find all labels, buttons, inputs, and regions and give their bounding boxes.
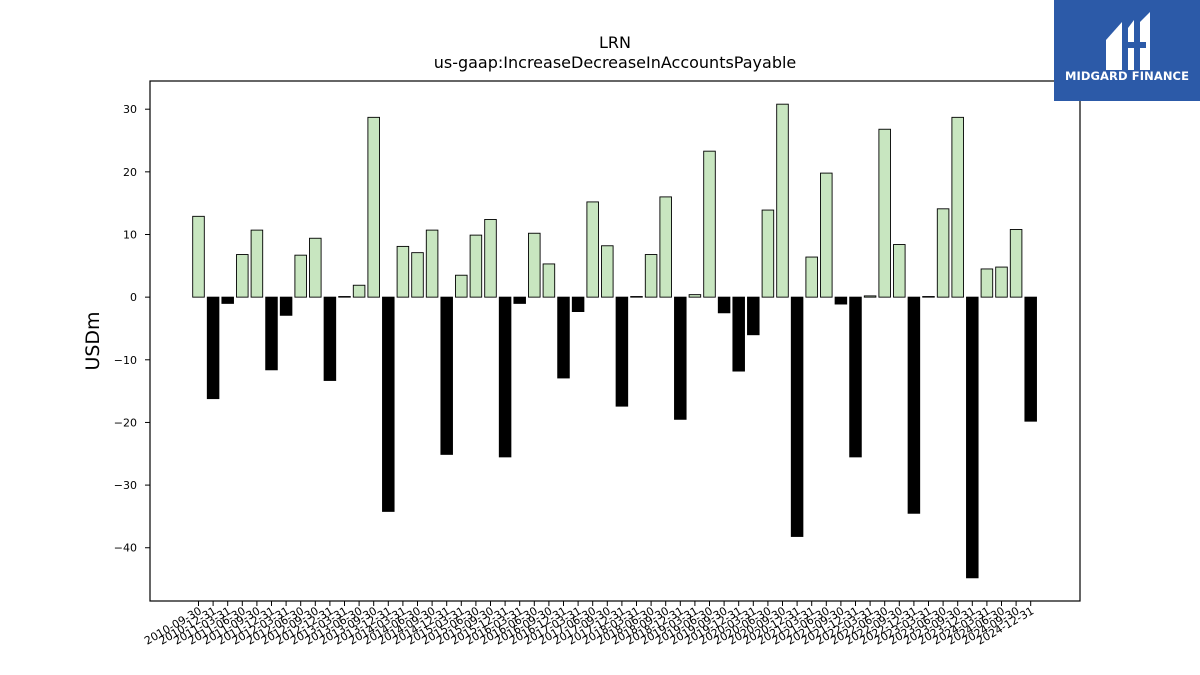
brand-name: MIDGARD FINANCE [1064,69,1190,83]
bar-2022-12-31 [907,296,921,514]
bar-2015-12-31 [498,296,512,458]
x-axis: 2010-09-302010-12-312011-03-312011-06-30… [142,601,1036,648]
bar-2017-03-31 [571,296,585,313]
bar-2011-06-30 [236,254,249,298]
y-tick-label: −10 [114,354,137,367]
bars-group [192,103,1037,579]
y-tick-label: 0 [130,291,137,304]
mh-monogram-logo-icon [1106,12,1150,70]
bar-2013-03-31 [338,296,351,298]
bar-2018-03-31 [630,296,643,298]
bar-2021-12-31 [849,296,862,458]
bar-2023-09-30 [951,116,964,298]
chart-title: LRN [599,33,631,52]
bar-2016-12-31 [557,296,570,379]
bar-2011-12-31 [265,296,278,371]
bar-2016-09-30 [542,263,556,298]
bar-2015-03-31 [455,274,468,298]
bar-2022-06-30 [878,128,891,298]
bar-2014-06-30 [411,252,424,298]
bar-2010-12-31 [206,296,220,400]
bar-2017-12-31 [615,296,629,407]
bar-2012-09-30 [309,237,322,298]
bar-2023-03-31 [922,296,935,298]
bar-2019-12-31 [732,296,745,372]
bar-2010-09-30 [192,215,205,298]
bar-2016-06-30 [528,232,541,298]
bar-2015-09-30 [484,219,497,298]
y-tick-label: −40 [114,542,137,555]
bar-2011-09-30 [250,229,264,298]
y-tick-label: 20 [123,166,137,179]
bar-2024-12-31 [1024,296,1037,422]
y-tick-label: 10 [123,228,137,241]
bar-2024-06-30 [995,266,1008,298]
bar-2018-09-30 [659,196,672,298]
bar-2020-06-30 [761,209,775,298]
bar-2017-09-30 [601,245,614,298]
bar-2019-06-30 [703,150,716,298]
y-axis: 30 20 10 0 −10 −20 −30 −40 [114,103,150,555]
bar-2020-09-30 [776,103,789,298]
bar-2021-03-31 [805,256,818,298]
bar-2020-12-31 [790,296,804,537]
y-axis-label: USDm [82,311,104,370]
bar-2011-03-31 [221,296,234,304]
bar-2019-09-30 [717,296,731,314]
bar-2013-12-31 [382,296,395,512]
bar-2014-09-30 [425,229,439,298]
chart-subtitle: us-gaap:IncreaseDecreaseInAccountsPayabl… [434,53,797,72]
bar-2020-03-31 [747,296,760,336]
brand-logo: MIDGARD FINANCE [1054,0,1200,101]
bar-2022-03-31 [863,295,877,298]
bar-2015-06-30 [469,234,483,298]
y-tick-label: −30 [114,479,137,492]
bar-2013-06-30 [352,284,366,298]
bar-2024-09-30 [1009,229,1023,298]
bar-2018-06-30 [644,254,658,298]
bar-2023-12-31 [966,296,979,579]
bar-2013-09-30 [367,116,380,298]
y-tick-label: −20 [114,416,137,429]
bar-2012-06-30 [294,254,307,298]
bar-2024-03-31 [980,268,994,298]
bar-2012-03-31 [279,296,293,316]
bar-2012-12-31 [323,296,337,381]
bar-2019-03-31 [688,294,702,298]
bar-2018-12-31 [674,296,687,420]
bar-2014-12-31 [440,296,453,455]
bar-2017-06-30 [586,201,599,298]
plot-frame [149,80,1081,602]
bar-2014-03-31 [396,245,410,298]
bar-2023-06-30 [936,208,950,298]
y-tick-label: 30 [123,103,137,116]
bar-2021-06-30 [820,172,833,298]
bar-2021-09-30 [834,296,848,305]
bar-2022-09-30 [893,244,906,298]
bar-2016-03-31 [513,296,526,304]
